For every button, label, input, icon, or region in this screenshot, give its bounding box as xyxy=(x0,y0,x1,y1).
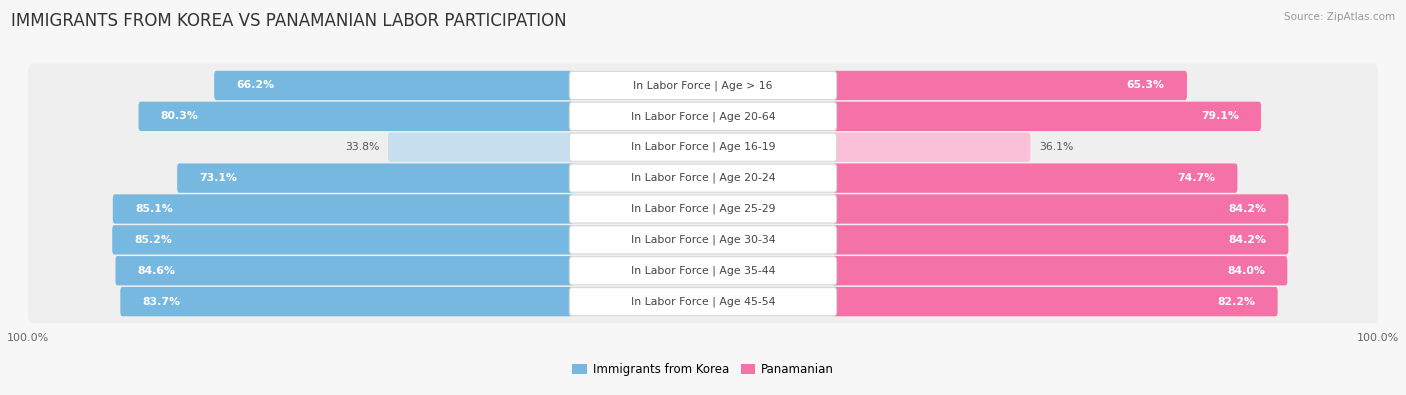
FancyBboxPatch shape xyxy=(28,280,1378,324)
Text: 74.7%: 74.7% xyxy=(1177,173,1215,183)
FancyBboxPatch shape xyxy=(832,102,1261,131)
Text: 85.2%: 85.2% xyxy=(135,235,173,245)
Text: 79.1%: 79.1% xyxy=(1201,111,1239,121)
FancyBboxPatch shape xyxy=(121,287,574,316)
FancyBboxPatch shape xyxy=(28,187,1378,231)
Text: In Labor Force | Age 16-19: In Labor Force | Age 16-19 xyxy=(631,142,775,152)
Text: 84.0%: 84.0% xyxy=(1227,266,1265,276)
Text: 84.6%: 84.6% xyxy=(138,266,176,276)
Text: Source: ZipAtlas.com: Source: ZipAtlas.com xyxy=(1284,12,1395,22)
Text: 80.3%: 80.3% xyxy=(160,111,198,121)
FancyBboxPatch shape xyxy=(28,218,1378,261)
FancyBboxPatch shape xyxy=(569,102,837,130)
FancyBboxPatch shape xyxy=(388,133,574,162)
FancyBboxPatch shape xyxy=(832,256,1288,286)
Text: In Labor Force | Age 20-24: In Labor Force | Age 20-24 xyxy=(631,173,775,183)
Text: 84.2%: 84.2% xyxy=(1227,235,1267,245)
Text: In Labor Force | Age 25-29: In Labor Force | Age 25-29 xyxy=(631,204,775,214)
FancyBboxPatch shape xyxy=(177,164,574,193)
Text: 83.7%: 83.7% xyxy=(142,297,180,307)
Text: 33.8%: 33.8% xyxy=(344,142,380,152)
FancyBboxPatch shape xyxy=(569,133,837,161)
FancyBboxPatch shape xyxy=(112,194,574,224)
FancyBboxPatch shape xyxy=(139,102,574,131)
Text: 36.1%: 36.1% xyxy=(1039,142,1073,152)
FancyBboxPatch shape xyxy=(569,195,837,223)
FancyBboxPatch shape xyxy=(569,257,837,285)
FancyBboxPatch shape xyxy=(28,249,1378,293)
FancyBboxPatch shape xyxy=(832,164,1237,193)
FancyBboxPatch shape xyxy=(569,226,837,254)
Legend: Immigrants from Korea, Panamanian: Immigrants from Korea, Panamanian xyxy=(568,359,838,381)
Text: In Labor Force | Age 20-64: In Labor Force | Age 20-64 xyxy=(631,111,775,122)
Text: In Labor Force | Age 30-34: In Labor Force | Age 30-34 xyxy=(631,235,775,245)
Text: In Labor Force | Age > 16: In Labor Force | Age > 16 xyxy=(633,80,773,91)
Text: In Labor Force | Age 45-54: In Labor Force | Age 45-54 xyxy=(631,296,775,307)
FancyBboxPatch shape xyxy=(569,164,837,192)
FancyBboxPatch shape xyxy=(832,133,1031,162)
FancyBboxPatch shape xyxy=(569,288,837,316)
FancyBboxPatch shape xyxy=(569,71,837,100)
Text: IMMIGRANTS FROM KOREA VS PANAMANIAN LABOR PARTICIPATION: IMMIGRANTS FROM KOREA VS PANAMANIAN LABO… xyxy=(11,12,567,30)
FancyBboxPatch shape xyxy=(28,126,1378,169)
Text: 82.2%: 82.2% xyxy=(1218,297,1256,307)
Text: 84.2%: 84.2% xyxy=(1227,204,1267,214)
Text: In Labor Force | Age 35-44: In Labor Force | Age 35-44 xyxy=(631,265,775,276)
FancyBboxPatch shape xyxy=(214,71,574,100)
Text: 85.1%: 85.1% xyxy=(135,204,173,214)
FancyBboxPatch shape xyxy=(28,64,1378,107)
FancyBboxPatch shape xyxy=(112,225,574,254)
FancyBboxPatch shape xyxy=(832,71,1187,100)
FancyBboxPatch shape xyxy=(832,194,1288,224)
FancyBboxPatch shape xyxy=(28,156,1378,200)
Text: 73.1%: 73.1% xyxy=(200,173,238,183)
Text: 66.2%: 66.2% xyxy=(236,81,274,90)
FancyBboxPatch shape xyxy=(115,256,574,286)
FancyBboxPatch shape xyxy=(832,225,1288,254)
FancyBboxPatch shape xyxy=(28,94,1378,138)
Text: 65.3%: 65.3% xyxy=(1126,81,1164,90)
FancyBboxPatch shape xyxy=(832,287,1278,316)
